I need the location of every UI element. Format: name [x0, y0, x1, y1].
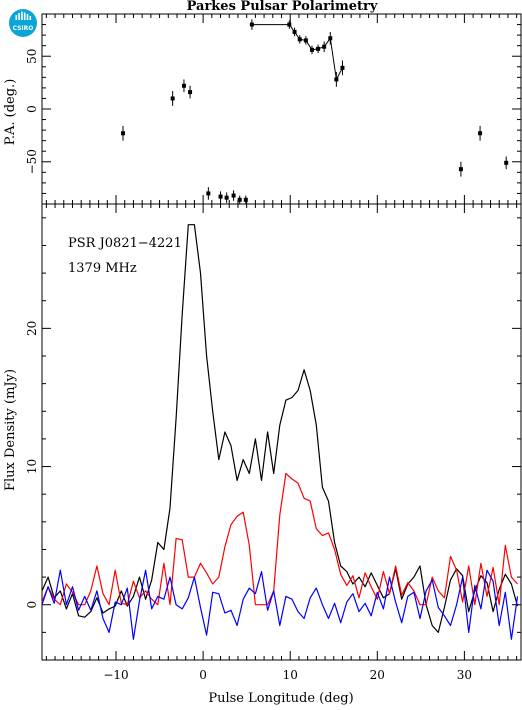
flux-ytick-label: 10	[25, 459, 39, 474]
flux-series-line-2	[41, 569, 519, 640]
pa-point	[316, 46, 321, 51]
pa-point	[303, 38, 308, 43]
pa-panel-frame	[41, 13, 522, 205]
pa-point	[340, 65, 345, 70]
pa-ytick-label: −50	[25, 149, 39, 174]
flux-xtick-label: 0	[199, 668, 207, 682]
pa-point	[231, 193, 236, 198]
flux-ytick-label: 0	[25, 601, 39, 609]
flux-ticks	[42, 204, 521, 661]
pa-point	[224, 195, 229, 200]
pa-point	[188, 90, 193, 95]
pa-ytick-label: 0	[25, 105, 39, 113]
flux-xlabel: Pulse Longitude (deg)	[208, 691, 353, 706]
flux-series-line-0	[41, 224, 519, 634]
pa-point	[249, 22, 254, 27]
pa-point	[328, 36, 333, 41]
logo-text: CSIRO	[13, 25, 34, 32]
flux-xtick-labels: −10 0 10 20 30	[103, 668, 472, 682]
flux-xtick-label: 10	[283, 668, 298, 682]
pa-point	[334, 77, 339, 82]
csiro-logo: CSIRO	[9, 9, 37, 37]
flux-xtick-label: 30	[457, 668, 472, 682]
pa-point	[287, 22, 292, 27]
pa-ticks	[42, 13, 521, 205]
pa-point	[478, 131, 483, 136]
flux-series	[41, 224, 519, 640]
pa-points	[120, 19, 509, 204]
pa-point	[218, 194, 223, 199]
pa-point	[243, 197, 248, 202]
pa-point	[458, 167, 463, 172]
flux-ylabel: Flux Density (mJy)	[3, 369, 18, 491]
pa-point	[206, 191, 211, 196]
flux-panel: 0 10 20 −10 0 10 20 30 PSR J0821−4221 1379 MHz…	[3, 203, 522, 706]
pa-point	[170, 96, 175, 101]
pa-connecting-line	[251, 24, 343, 81]
figure-title: Parkes Pulsar Polarimetry	[187, 0, 378, 14]
pa-ytick-label: 50	[25, 49, 39, 64]
flux-xtick-label: 20	[370, 668, 385, 682]
pa-point	[181, 83, 186, 88]
flux-series-line-1	[41, 472, 518, 606]
pa-point	[322, 44, 327, 49]
pa-point	[309, 47, 314, 52]
pa-point	[297, 37, 302, 42]
pa-ylabel: P.A. (deg.)	[3, 79, 18, 146]
flux-xtick-label: −10	[103, 668, 128, 682]
flux-ytick-label: 20	[25, 321, 39, 336]
annotation-pulsar-name: PSR J0821−4221	[68, 236, 182, 251]
annotation-frequency: 1379 MHz	[68, 261, 137, 276]
pa-ytick-labels: −50 0 50	[25, 49, 39, 175]
pa-panel: −50 0 50 P.A. (deg.)	[3, 13, 522, 205]
pa-point	[504, 160, 509, 165]
pa-point	[292, 29, 297, 34]
pa-point	[120, 131, 125, 136]
flux-ytick-labels: 0 10 20	[25, 321, 39, 609]
pa-point	[237, 197, 242, 202]
